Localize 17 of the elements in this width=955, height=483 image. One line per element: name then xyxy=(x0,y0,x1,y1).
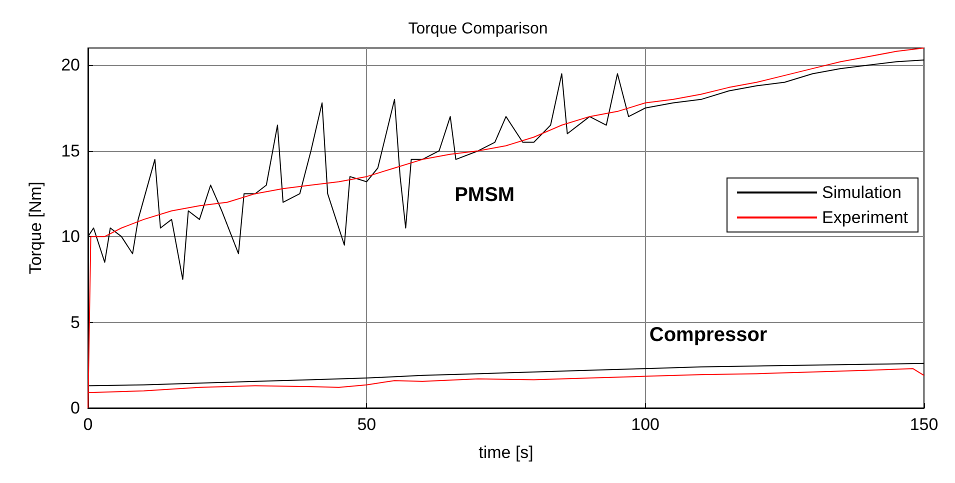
legend-label: Simulation xyxy=(822,183,902,202)
legend-label: Experiment xyxy=(822,208,908,227)
x-axis-title: time [s] xyxy=(478,443,534,462)
x-tick-label: 50 xyxy=(357,415,376,434)
y-tick-label: 15 xyxy=(61,141,80,160)
annotation: Compressor xyxy=(649,324,768,346)
annotation: PMSM xyxy=(454,184,515,206)
y-axis-title: Torque [Nm] xyxy=(26,182,45,274)
line-series xyxy=(88,48,924,408)
x-tick-label: 150 xyxy=(910,415,938,434)
y-tick-label: 0 xyxy=(70,398,80,418)
y-tick-label: 5 xyxy=(70,312,80,332)
y-tick-label: 10 xyxy=(61,227,80,246)
y-tick-label: 20 xyxy=(61,56,80,75)
x-tick-label: 100 xyxy=(631,415,660,434)
x-tick-label: 0 xyxy=(83,415,93,434)
chart-title: Torque Comparison xyxy=(408,20,548,38)
